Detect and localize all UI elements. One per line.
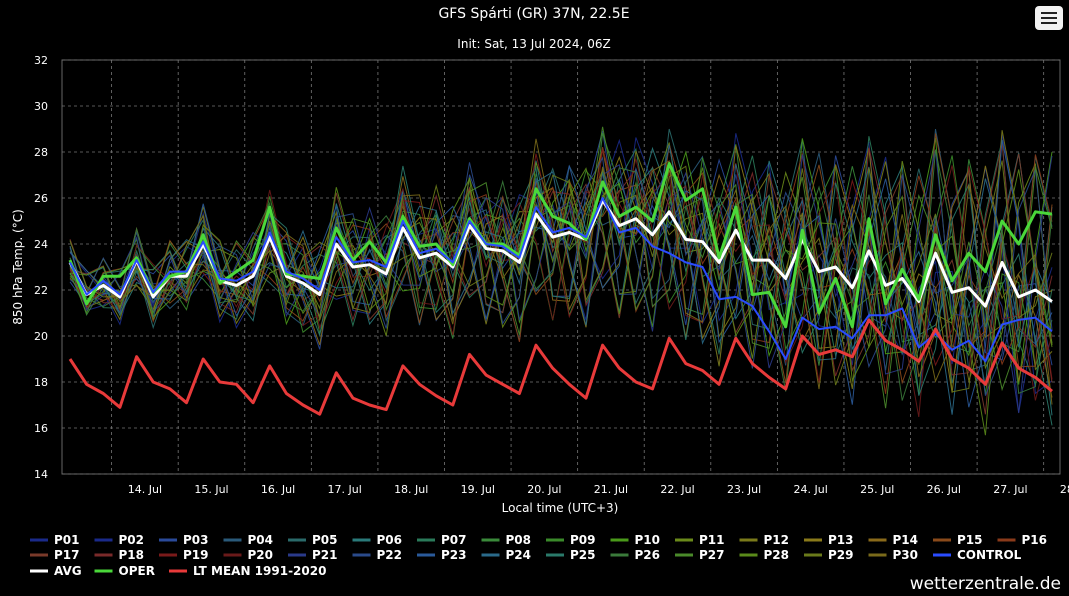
series-line-avg	[68, 198, 1053, 308]
y-tick-label: 32	[34, 54, 48, 67]
x-tick-label: 14. Jul	[128, 483, 162, 496]
legend-label: P12	[764, 533, 790, 547]
legend-label: P15	[957, 533, 983, 547]
x-tick-label: 27. Jul	[993, 483, 1027, 496]
y-tick-label: 30	[34, 100, 48, 113]
legend-label: P10	[635, 533, 661, 547]
legend-label: OPER	[119, 564, 155, 578]
legend-label: P27	[699, 548, 725, 562]
member-line-p16	[69, 144, 1053, 394]
x-tick-label: 22. Jul	[660, 483, 694, 496]
legend-label: P20	[248, 548, 274, 562]
legend-label: P18	[119, 548, 145, 562]
legend-label: P07	[441, 533, 467, 547]
legend-label: P06	[377, 533, 403, 547]
legend-label: AVG	[54, 564, 82, 578]
x-tick-label: 21. Jul	[594, 483, 628, 496]
legend-label: P22	[377, 548, 403, 562]
x-tick-label: 26. Jul	[927, 483, 961, 496]
legend: P01 P02 P03 P04 P05 P06 P07 P08 P09 P10 P11 P12 P13 P…	[30, 533, 1047, 578]
x-tick-label: 28. Jul	[1060, 483, 1069, 496]
x-tick-label: 15. Jul	[194, 483, 228, 496]
member-line-p19	[69, 149, 1053, 383]
x-tick-label: 18. Jul	[394, 483, 428, 496]
x-tick-label: 23. Jul	[727, 483, 761, 496]
menu-icon-bar	[1041, 17, 1057, 19]
legend-label: LT MEAN 1991-2020	[193, 564, 326, 578]
legend-label: P08	[506, 533, 532, 547]
menu-icon	[1041, 12, 1057, 14]
x-tick-label: 17. Jul	[327, 483, 361, 496]
x-tick-label: 24. Jul	[794, 483, 828, 496]
legend-label: P29	[828, 548, 854, 562]
legend-label: P30	[893, 548, 919, 562]
y-tick-label: 20	[34, 330, 48, 343]
y-tick-label: 14	[34, 468, 48, 481]
x-tick-label: 20. Jul	[527, 483, 561, 496]
x-tick-label: 19. Jul	[461, 483, 495, 496]
legend-label: P03	[183, 533, 209, 547]
chart-title: GFS Spárti (GR) 37N, 22.5E	[438, 6, 629, 22]
legend-label: P05	[312, 533, 338, 547]
legend-label: P23	[441, 548, 467, 562]
chart-subtitle: Init: Sat, 13 Jul 2024, 06Z	[457, 37, 610, 51]
legend-label: P01	[54, 533, 80, 547]
legend-label: P17	[54, 548, 80, 562]
menu-icon-bar	[1041, 22, 1057, 24]
legend-label: P28	[764, 548, 790, 562]
y-tick-label: 24	[34, 238, 48, 251]
series-line-control	[69, 197, 1053, 363]
site-credit: wetterzentrale.de	[909, 574, 1061, 594]
legend-label: P13	[828, 533, 854, 547]
legend-label: CONTROL	[957, 548, 1022, 562]
member-line-p18	[69, 142, 1053, 377]
y-axis-label: 850 hPa Temp. (°C)	[11, 209, 25, 325]
legend-label: P02	[119, 533, 145, 547]
legend-label: P26	[635, 548, 661, 562]
legend-label: P25	[570, 548, 596, 562]
member-line-p21	[69, 149, 1053, 414]
member-line-p23	[69, 139, 1053, 408]
legend-label: P16	[1022, 533, 1048, 547]
y-tick-label: 16	[34, 422, 48, 435]
x-tick-label: 16. Jul	[261, 483, 295, 496]
legend-label: P11	[699, 533, 725, 547]
y-tick-label: 26	[34, 192, 48, 205]
member-line-p20	[69, 158, 1053, 417]
series-line-lt-mean-1991-2020	[68, 318, 1053, 416]
member-line-p29	[69, 160, 1053, 393]
chart-menu-button[interactable]	[1035, 6, 1063, 30]
y-tick-label: 28	[34, 146, 48, 159]
series-line-oper	[68, 162, 1053, 329]
y-tick-label: 22	[34, 284, 48, 297]
member-line-p06	[69, 146, 1053, 416]
y-tick-label: 18	[34, 376, 48, 389]
legend-label: P09	[570, 533, 596, 547]
legend-label: P24	[506, 548, 532, 562]
plot-area: 14 16 18 20 22 24 26 28 30 32 14. Jul 15. Jul 16. Ju…	[34, 54, 1069, 496]
x-axis-label: Local time (UTC+3)	[502, 501, 619, 515]
legend-label: P21	[312, 548, 338, 562]
member-line-p05	[69, 128, 1053, 384]
x-tick-label: 25. Jul	[860, 483, 894, 496]
legend-label: P04	[248, 533, 274, 547]
legend-label: P14	[893, 533, 919, 547]
legend-label: P19	[183, 548, 209, 562]
